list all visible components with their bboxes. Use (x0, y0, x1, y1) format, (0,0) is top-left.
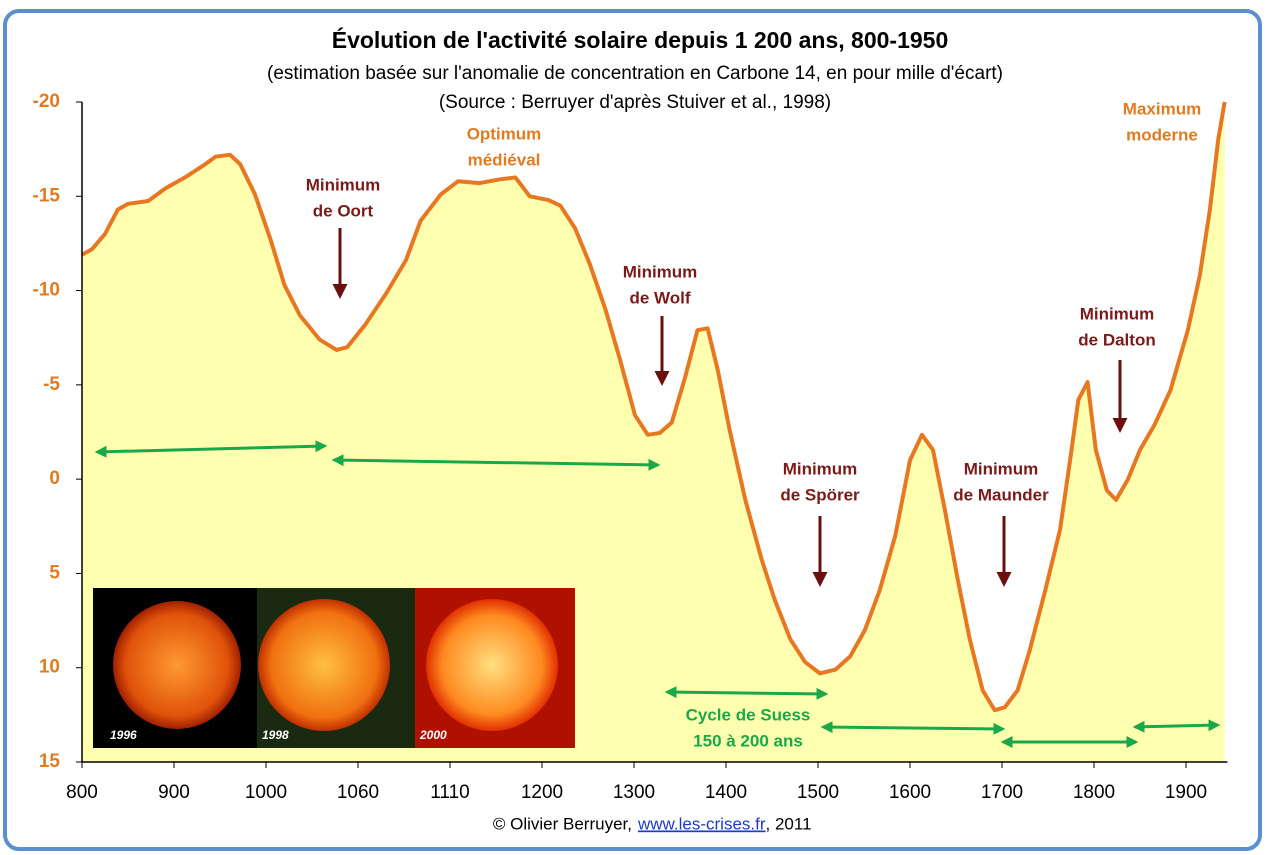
cycle-arrow (1132, 719, 1221, 733)
y-tick-label: -15 (33, 185, 61, 206)
x-tick-label: 800 (66, 782, 98, 803)
annotation: de Wolf (629, 288, 690, 307)
sun (426, 599, 558, 731)
arrows (94, 228, 1221, 748)
cycle-arrow (331, 454, 661, 471)
x-tick-label: 1000 (245, 782, 287, 803)
footer: , 2011 (766, 814, 812, 833)
annotation: Minimum (623, 262, 698, 281)
images: 1996 1998 2000 (93, 588, 575, 748)
image-label: 1996 (110, 728, 137, 742)
annotation: Minimum (306, 175, 381, 194)
x-tick-label: 1800 (1073, 782, 1115, 803)
source: (Source : Berruyer d'après Stuiver et al… (439, 92, 831, 113)
y-tick-label: 0 (49, 468, 60, 489)
image-label: 1998 (262, 728, 289, 742)
x-tick-label: 1400 (705, 782, 747, 803)
annotation: Minimum (783, 459, 858, 478)
annotation: de Maunder (953, 485, 1049, 504)
footer-link[interactable]: www.les-crises.fr (637, 814, 766, 833)
y-tick-label: -5 (43, 374, 60, 395)
annotation: de Spörer (780, 485, 860, 504)
annotation: Optimum (467, 124, 542, 143)
x-tick-label: 1700 (981, 782, 1023, 803)
cycle-arrow (820, 721, 1006, 735)
x-tick-label: 1060 (337, 782, 379, 803)
annotation: Minimum (1080, 304, 1155, 323)
x-tick-label: 1600 (889, 782, 931, 803)
y-tick-label: 5 (49, 562, 60, 583)
subtitle: (estimation basée sur l'anomalie de conc… (267, 63, 1003, 84)
sun (258, 599, 390, 731)
sun (113, 601, 241, 729)
y-tick-label: -10 (33, 280, 60, 301)
chart-title: Évolution de l'activité solaire depuis 1… (332, 26, 949, 53)
x-tick-label: 900 (158, 782, 190, 803)
y-tick-label: 15 (39, 751, 61, 772)
annotation: de Oort (313, 201, 374, 220)
annotation: Cycle de Suess (686, 705, 811, 724)
annotation: médiéval (468, 150, 541, 169)
annotation: de Dalton (1078, 330, 1155, 349)
line (81, 101, 1227, 713)
image-label: 2000 (419, 728, 447, 742)
x-tick-label: 1300 (613, 782, 655, 803)
annotation: Maximum (1123, 99, 1201, 118)
x-tick-label: 1200 (521, 782, 563, 803)
footer: © Olivier Berruyer, (493, 814, 632, 833)
x-tick-label: 1900 (1165, 782, 1207, 803)
annotation: moderne (1126, 125, 1198, 144)
annotations: Minimum de Oort Optimum médiéval Minimum de W… (306, 99, 1202, 750)
annotation: Minimum (964, 459, 1039, 478)
cycle-arrow (664, 686, 829, 700)
annotation: 150 à 200 ans (693, 731, 803, 750)
y-tick-label: 10 (39, 657, 60, 678)
y-tick-label: -20 (33, 91, 60, 112)
x-tick-label: 1110 (430, 782, 469, 803)
x-tick-label: 1500 (797, 782, 839, 803)
cycle-arrow (94, 440, 328, 458)
